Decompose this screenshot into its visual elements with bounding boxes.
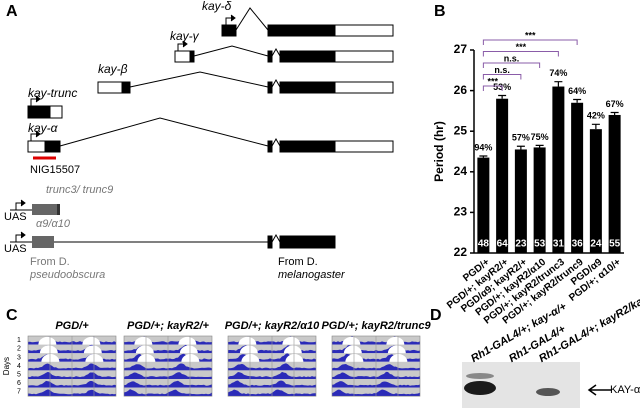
- significance-bracket: [482, 51, 559, 57]
- n-label: 36: [572, 239, 584, 250]
- n-label: 55: [609, 239, 621, 250]
- promoter-label: UAS: [4, 211, 27, 223]
- y-tick-label: 26: [454, 83, 468, 97]
- actogram-frame: [123, 335, 213, 397]
- error-bar: [535, 144, 544, 148]
- day-label: 3: [17, 354, 21, 361]
- day-label: 4: [17, 363, 21, 370]
- days-label: Days: [2, 357, 11, 375]
- bar: [496, 98, 509, 253]
- isoform-label: kay-γ: [170, 29, 200, 43]
- bar: [533, 147, 546, 253]
- actogram-title: PGD/+: [55, 320, 89, 332]
- source-label: melanogaster: [278, 269, 346, 281]
- panel-label: D: [430, 307, 442, 324]
- significance-label: ***: [487, 76, 498, 86]
- actogram-title: PGD/+; kayR2/α10: [225, 320, 320, 332]
- lane-label: Rh1-GAL4/+; kayR2/kay-α: [537, 287, 640, 365]
- y-tick-label: 27: [454, 42, 468, 56]
- blot-band: [464, 381, 496, 395]
- significance-bracket: [482, 85, 503, 91]
- blot-band: [466, 373, 494, 379]
- error-bar: [479, 155, 488, 158]
- day-label: 1: [17, 337, 21, 344]
- annotation: 67%: [606, 99, 624, 109]
- annotation: 64%: [568, 86, 586, 96]
- source-label: From D.: [30, 256, 70, 268]
- annotation: 74%: [549, 68, 567, 78]
- bar: [571, 102, 584, 253]
- error-bar: [554, 81, 563, 87]
- actogram-title: PGD/+; kayR2/+: [127, 320, 210, 332]
- significance-bracket: [482, 74, 522, 80]
- rnai-label: NIG15507: [30, 164, 80, 176]
- significance-label: ***: [516, 42, 527, 52]
- significance-label: ***: [525, 30, 536, 40]
- band-label: KAY-α: [610, 384, 640, 396]
- y-tick-label: 25: [454, 123, 468, 137]
- day-label: 2: [17, 346, 21, 353]
- n-label: 53: [534, 239, 546, 250]
- significance-bracket: [482, 39, 578, 45]
- isoform-label: kay-β: [98, 62, 128, 76]
- error-bar: [516, 145, 525, 150]
- blot-band: [536, 388, 560, 396]
- y-tick-label: 22: [454, 245, 468, 259]
- actogram-title: PGD/+; kayR2/trunc9: [321, 320, 431, 332]
- n-label: 64: [497, 239, 509, 250]
- day-label: 5: [17, 372, 21, 379]
- error-bar: [591, 123, 600, 130]
- annotation: 42%: [587, 111, 605, 121]
- gene-models: [10, 7, 394, 249]
- isoform-label: kay-α: [28, 121, 59, 135]
- significance-bracket: [482, 62, 541, 68]
- day-label: 6: [17, 380, 21, 387]
- annotation: 75%: [531, 132, 549, 142]
- y-tick-label: 23: [454, 205, 468, 219]
- bar: [477, 157, 490, 253]
- bar: [552, 86, 565, 253]
- significance-label: n.s.: [504, 53, 520, 63]
- day-label: 7: [17, 389, 21, 396]
- error-bar: [498, 94, 507, 99]
- bar: [514, 149, 527, 253]
- n-label: 48: [478, 239, 490, 250]
- promoter-label: UAS: [4, 243, 27, 255]
- error-bar: [573, 98, 582, 103]
- source-label: From D.: [278, 256, 318, 268]
- arrow: [587, 384, 612, 396]
- actogram-frame: [331, 335, 421, 397]
- panel-label: C: [6, 307, 18, 324]
- construct-label: trunc3/ trunc9: [46, 184, 113, 196]
- panel-label: B: [434, 3, 446, 20]
- isoform-label: kay-trunc: [28, 86, 77, 100]
- annotation: 57%: [512, 133, 530, 143]
- y-tick-label: 24: [454, 164, 468, 178]
- error-bar: [610, 111, 619, 115]
- panel-label: A: [6, 3, 18, 20]
- actogram-frame: [27, 335, 117, 397]
- n-label: 31: [553, 239, 565, 250]
- bar: [589, 129, 602, 253]
- isoform-label: kay-δ: [202, 0, 232, 13]
- n-label: 23: [515, 239, 527, 250]
- n-label: 24: [590, 239, 602, 250]
- construct-label: α9/α10: [36, 218, 71, 230]
- annotation: 94%: [474, 142, 492, 152]
- bar: [608, 114, 621, 254]
- y-axis-title: Period (hr): [432, 121, 446, 182]
- actogram-frame: [227, 335, 317, 397]
- significance-label: n.s.: [494, 65, 510, 75]
- source-label: pseudoobscura: [29, 269, 105, 281]
